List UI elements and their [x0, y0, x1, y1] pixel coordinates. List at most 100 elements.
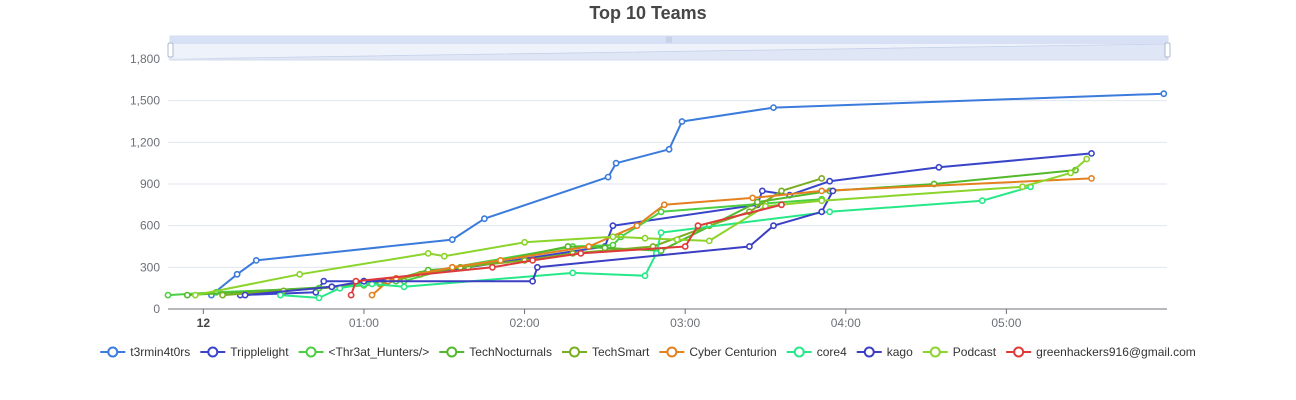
- data-point[interactable]: [612, 159, 620, 167]
- data-point[interactable]: [164, 291, 172, 299]
- legend-marker-icon: [568, 346, 580, 358]
- data-point[interactable]: [770, 104, 777, 111]
- data-point[interactable]: [569, 269, 577, 277]
- data-point[interactable]: [657, 208, 665, 216]
- data-point[interactable]: [183, 291, 191, 299]
- data-point[interactable]: [252, 256, 260, 264]
- legend-item[interactable]: core4: [786, 345, 847, 359]
- data-point[interactable]: [1083, 155, 1091, 163]
- data-point[interactable]: [758, 187, 766, 195]
- legend-item[interactable]: TechNocturnals: [439, 345, 552, 359]
- legend-item[interactable]: Tripplelight: [200, 345, 289, 359]
- legend-label: <Thr3at_Hunters/>: [329, 345, 430, 359]
- data-point[interactable]: [488, 263, 496, 271]
- data-point[interactable]: [778, 187, 785, 195]
- data-point[interactable]: [770, 222, 777, 230]
- data-point[interactable]: [219, 291, 226, 299]
- data-point[interactable]: [978, 197, 986, 205]
- data-point[interactable]: [1019, 183, 1026, 191]
- y-tick-label: 300: [140, 260, 160, 274]
- data-point[interactable]: [609, 222, 617, 230]
- data-point[interactable]: [746, 243, 753, 250]
- data-point[interactable]: [660, 201, 668, 209]
- legend-item[interactable]: kago: [856, 345, 913, 359]
- data-point[interactable]: [818, 197, 826, 205]
- data-point[interactable]: [448, 236, 456, 243]
- data-zoom-slider[interactable]: |||: [167, 35, 1171, 61]
- data-point[interactable]: [641, 234, 649, 242]
- data-point[interactable]: [749, 194, 756, 202]
- data-point[interactable]: [400, 283, 408, 291]
- legend-item[interactable]: <Thr3at_Hunters/>: [298, 345, 430, 359]
- slider-right-handle[interactable]: [1164, 42, 1171, 58]
- data-point[interactable]: [705, 237, 713, 245]
- data-point[interactable]: [241, 291, 249, 299]
- legend-marker-icon: [863, 346, 875, 358]
- y-tick-label: 1,500: [130, 94, 160, 108]
- slider-selection-bar[interactable]: [170, 36, 1168, 44]
- data-point[interactable]: [1160, 90, 1168, 98]
- data-point[interactable]: [673, 236, 681, 243]
- data-point[interactable]: [577, 249, 585, 257]
- data-point[interactable]: [497, 256, 504, 264]
- data-point[interactable]: [1067, 169, 1074, 177]
- data-point[interactable]: [276, 291, 284, 299]
- data-point[interactable]: [818, 174, 826, 182]
- data-point[interactable]: [754, 198, 761, 206]
- data-point[interactable]: [826, 208, 834, 216]
- data-point[interactable]: [641, 272, 649, 280]
- data-point[interactable]: [665, 145, 673, 153]
- data-point[interactable]: [233, 270, 241, 278]
- data-point[interactable]: [320, 277, 328, 285]
- data-point[interactable]: [585, 243, 593, 250]
- data-point[interactable]: [315, 294, 323, 302]
- data-point[interactable]: [480, 215, 488, 223]
- legend-item[interactable]: greenhackers916@gmail.com: [1006, 345, 1196, 359]
- data-point[interactable]: [1088, 149, 1095, 157]
- data-point[interactable]: [694, 222, 702, 230]
- data-point[interactable]: [521, 238, 528, 246]
- data-point[interactable]: [564, 243, 572, 250]
- data-point[interactable]: [609, 241, 617, 249]
- data-point[interactable]: [778, 201, 785, 209]
- legend-item[interactable]: t3rmin4t0rs: [100, 345, 190, 359]
- legend-marker-icon: [107, 346, 119, 358]
- data-point[interactable]: [328, 283, 336, 291]
- data-point[interactable]: [347, 291, 355, 299]
- series-kago: [241, 187, 837, 299]
- data-point[interactable]: [529, 256, 536, 264]
- data-point[interactable]: [604, 173, 612, 181]
- legend-marker-icon: [1013, 346, 1025, 358]
- data-point[interactable]: [440, 252, 448, 260]
- data-point[interactable]: [368, 291, 376, 299]
- data-point[interactable]: [633, 222, 641, 230]
- legend-item[interactable]: Cyber Centurion: [659, 345, 777, 359]
- legend-item[interactable]: TechSmart: [561, 345, 650, 359]
- legend-label: TechNocturnals: [469, 345, 552, 359]
- data-point[interactable]: [352, 277, 360, 285]
- data-point[interactable]: [826, 177, 834, 185]
- data-point[interactable]: [609, 233, 617, 241]
- legend-marker-icon: [793, 346, 805, 358]
- data-point[interactable]: [448, 263, 456, 271]
- data-point[interactable]: [657, 229, 665, 236]
- series-tripplelight: [236, 149, 1095, 299]
- data-point[interactable]: [678, 118, 686, 125]
- y-tick-label: 1,200: [130, 135, 160, 149]
- data-point[interactable]: [191, 291, 199, 299]
- slider-grip-icon[interactable]: |||: [666, 37, 672, 44]
- data-point[interactable]: [1088, 174, 1095, 182]
- legend-marker-icon: [305, 346, 317, 358]
- slider-left-handle[interactable]: [167, 42, 174, 58]
- legend-label: Tripplelight: [230, 345, 289, 359]
- data-point[interactable]: [829, 187, 837, 195]
- data-point[interactable]: [424, 249, 432, 257]
- data-point[interactable]: [529, 277, 536, 285]
- data-point[interactable]: [818, 208, 826, 216]
- data-point[interactable]: [818, 187, 826, 195]
- data-point[interactable]: [534, 263, 541, 271]
- data-point[interactable]: [935, 163, 943, 171]
- legend-item[interactable]: Podcast: [922, 345, 997, 359]
- data-point[interactable]: [296, 270, 304, 278]
- data-point[interactable]: [681, 243, 689, 250]
